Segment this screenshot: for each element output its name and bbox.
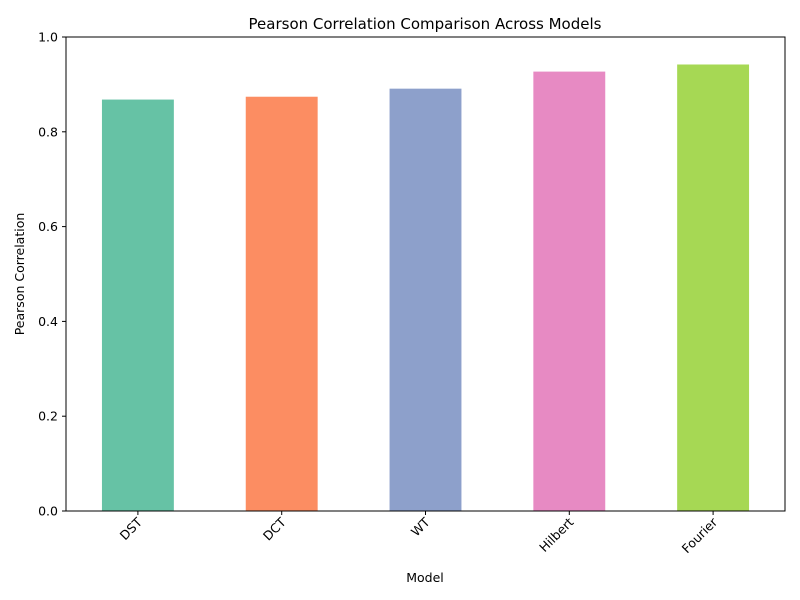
x-axis-label: Model (406, 570, 444, 585)
bar-wt (389, 88, 462, 511)
bars-group (101, 64, 750, 512)
chart-title: Pearson Correlation Comparison Across Mo… (249, 15, 602, 33)
y-tick-label: 0.4 (38, 314, 58, 329)
bar-dst (101, 99, 174, 512)
bar-dct (245, 96, 318, 511)
y-axis-label: Pearson Correlation (12, 213, 27, 336)
y-tick-label: 1.0 (38, 30, 58, 45)
y-axis-ticks: 0.0 0.2 0.4 0.6 0.8 1.0 (38, 30, 66, 519)
bar-hilbert (533, 71, 606, 512)
y-tick-label: 0.0 (38, 504, 58, 519)
plot-frame (65, 36, 786, 512)
y-tick-label: 0.6 (38, 219, 58, 234)
bar-fourier (677, 64, 750, 511)
y-tick-label: 0.2 (38, 409, 58, 424)
y-tick-label: 0.8 (38, 124, 58, 139)
